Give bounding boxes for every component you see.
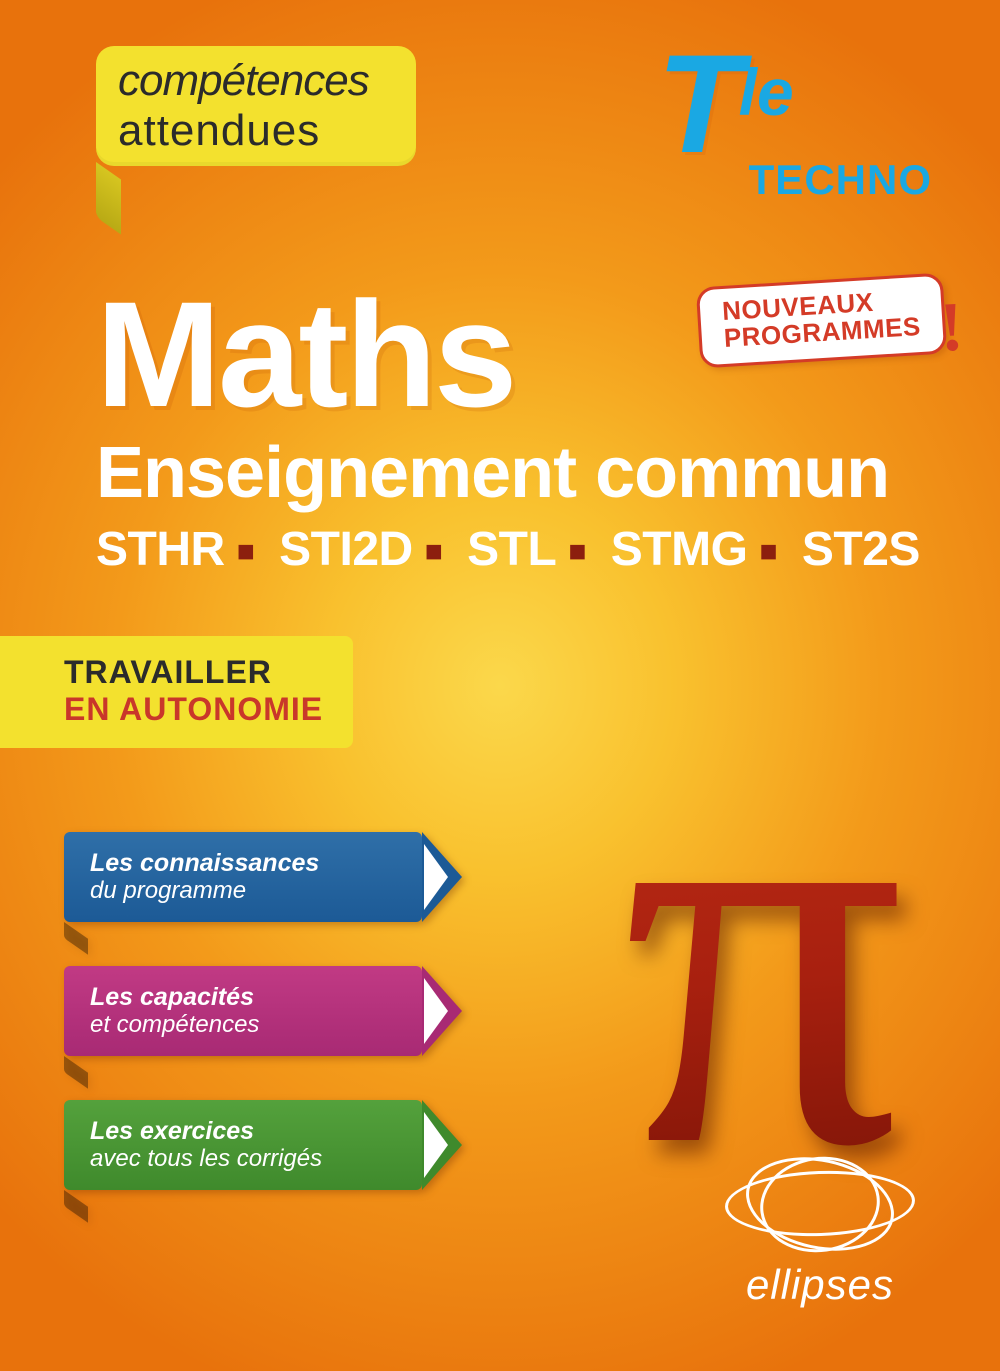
pill-bang: ! — [938, 287, 965, 368]
ribbon-knowledge: Les connaissances du programme — [64, 832, 422, 922]
level-techno: TECHNO — [749, 156, 932, 204]
publisher-name: ellipses — [720, 1261, 920, 1309]
series-line1: compétences — [118, 56, 416, 106]
main-subtitle: Enseignement commun — [96, 432, 889, 514]
series-tab: compétences attendues — [96, 46, 416, 166]
ribbon-line1: Les capacités — [90, 984, 259, 1012]
level-t: T — [657, 48, 743, 160]
ribbon-line1: Les exercices — [90, 1118, 322, 1146]
publisher-logo: ellipses — [720, 1157, 920, 1309]
track: STHR — [96, 523, 225, 576]
main-title: Maths — [96, 268, 514, 441]
track-sep: ■ — [225, 535, 267, 568]
track: STI2D — [279, 523, 413, 576]
ribbon-line1: Les connaissances — [90, 850, 319, 878]
series-line2: attendues — [118, 106, 416, 156]
track: STL — [467, 523, 556, 576]
track: ST2S — [802, 523, 920, 576]
ribbon-line2: du programme — [90, 878, 319, 904]
tracks-list: STHR■ STI2D■ STL■ STMG■ ST2S — [96, 522, 920, 577]
track: STMG — [611, 523, 748, 576]
autonomy-line2: EN AUTONOMIE — [64, 691, 323, 728]
track-sep: ■ — [556, 535, 598, 568]
ellipses-icon — [720, 1157, 920, 1255]
book-cover: compétences attendues T le TECHNO NOUVEA… — [0, 0, 1000, 1371]
feature-ribbons: Les connaissances du programme Les capac… — [64, 832, 422, 1190]
ribbon-line2: avec tous les corrigés — [90, 1146, 322, 1172]
level-le: le — [739, 54, 794, 130]
track-sep: ■ — [413, 535, 455, 568]
ribbon-skills: Les capacités et compétences — [64, 966, 422, 1056]
pi-icon: π — [622, 700, 905, 1204]
autonomy-box: TRAVAILLER EN AUTONOMIE — [0, 636, 353, 748]
track-sep: ■ — [747, 535, 789, 568]
level-badge: T le TECHNO — [657, 48, 932, 204]
ribbon-line2: et compétences — [90, 1012, 259, 1038]
autonomy-line1: TRAVAILLER — [64, 654, 323, 691]
ribbon-exercises: Les exercices avec tous les corrigés — [64, 1100, 422, 1190]
new-programs-badge: NOUVEAUX PROGRAMMES ! — [698, 280, 945, 361]
